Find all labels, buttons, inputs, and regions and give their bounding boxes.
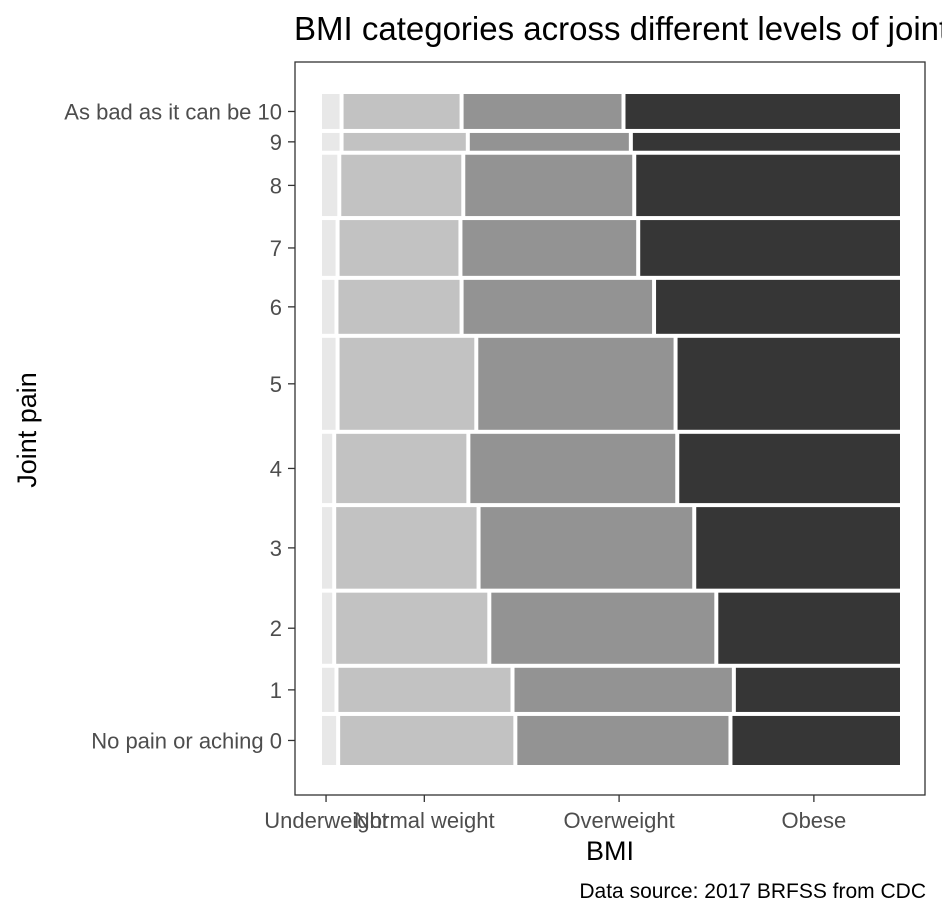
tile-row8-underweight (322, 154, 338, 217)
tile-row4-overweight (470, 433, 676, 504)
tile-row7-overweight (462, 220, 637, 276)
tile-row6-underweight (322, 279, 335, 334)
tile-row7-obese (640, 220, 900, 276)
caption: Data source: 2017 BRFSS from CDC (579, 880, 926, 903)
tile-row1-underweight (322, 667, 335, 712)
tile-row0-obese (732, 715, 900, 765)
x-tick-label: Normal weight (354, 808, 495, 833)
tile-row2-normal-weight (336, 592, 488, 664)
tile-row5-underweight (322, 337, 336, 430)
tile-row5-overweight (478, 337, 674, 430)
y-tick-label: 4 (270, 456, 282, 481)
y-tick-label: No pain or aching 0 (91, 728, 282, 753)
y-tick-label: 9 (270, 130, 282, 155)
tile-row6-overweight (463, 279, 653, 334)
x-tick-label: Overweight (563, 808, 674, 833)
tile-row3-overweight (480, 507, 693, 589)
tile-row6-obese (656, 279, 900, 334)
y-tick-label: 1 (270, 678, 282, 703)
tile-row4-obese (679, 433, 900, 504)
plot-panel (294, 61, 926, 796)
tile-row7-underweight (322, 220, 336, 276)
tile-row10-underweight (322, 94, 340, 129)
tile-row9-overweight (469, 132, 629, 151)
tile-row8-obese (636, 154, 900, 217)
x-tick-label: Obese (781, 808, 846, 833)
x-axis-title: BMI (586, 836, 634, 866)
tile-row10-obese (625, 94, 900, 129)
y-tick-label: 5 (270, 372, 282, 397)
y-tick-label: 8 (270, 173, 282, 198)
tile-row9-obese (632, 132, 900, 151)
tile-row9-underweight (322, 132, 340, 151)
tile-row6-normal-weight (338, 279, 460, 334)
tile-row0-overweight (517, 715, 729, 765)
y-tick-label: 2 (270, 616, 282, 641)
tile-row4-normal-weight (336, 433, 467, 504)
mosaic-tiles (322, 94, 900, 765)
tile-row10-normal-weight (343, 94, 460, 129)
tile-row2-obese (718, 592, 900, 664)
tile-row3-normal-weight (336, 507, 477, 589)
tile-row9-normal-weight (343, 132, 466, 151)
x-tick-label: Underweight (264, 808, 388, 833)
tile-row2-overweight (491, 592, 715, 664)
tile-row3-underweight (322, 507, 333, 589)
y-axis: No pain or aching 0 1 2 3 4 5 6 7 8 9 As bad as it… (64, 99, 295, 753)
tile-row2-underweight (322, 592, 333, 664)
tile-row10-overweight (463, 94, 622, 129)
tile-row5-normal-weight (339, 337, 475, 430)
y-axis-title: Joint pain (12, 372, 42, 488)
y-tick-label: As bad as it can be 10 (64, 99, 282, 124)
y-tick-label: 3 (270, 536, 282, 561)
tile-row5-obese (677, 337, 900, 430)
tile-row8-overweight (465, 154, 633, 217)
tile-row1-overweight (514, 667, 732, 712)
tile-row8-normal-weight (341, 154, 462, 217)
tile-row1-normal-weight (338, 667, 511, 712)
tile-row3-obese (696, 507, 900, 589)
tile-row0-normal-weight (340, 715, 514, 765)
tile-row0-underweight (322, 715, 337, 765)
tile-row1-obese (735, 667, 900, 712)
tile-row4-underweight (322, 433, 333, 504)
tile-row7-normal-weight (339, 220, 459, 276)
chart-title: BMI categories across different levels o… (294, 10, 942, 47)
y-tick-label: 6 (270, 295, 282, 320)
y-tick-label: 7 (270, 236, 282, 261)
